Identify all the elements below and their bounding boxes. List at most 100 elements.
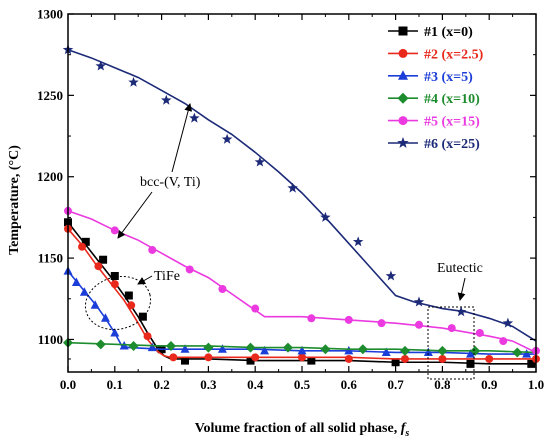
series-5-point-8	[377, 319, 386, 328]
series-3-point-3	[90, 300, 100, 309]
legend-marker-4	[397, 92, 409, 104]
series-4-point-2	[128, 340, 139, 351]
legend-label-5: #5 (x=15)	[424, 115, 480, 130]
series-1-point-3	[110, 271, 119, 280]
series-3-point-7	[147, 342, 157, 352]
x-tick-label-2: 0.2	[153, 377, 169, 392]
series-3-point-16	[522, 349, 532, 358]
series-3-point-14	[423, 347, 433, 356]
x-tick-label-10: 1.0	[528, 377, 544, 392]
series-2-point-7	[204, 353, 213, 362]
x-tick-label-9: 0.9	[481, 377, 498, 392]
series-4-point-4	[203, 342, 214, 353]
series-6-point-6	[254, 156, 266, 167]
series-4-point-12	[512, 347, 523, 358]
series-2-point-4	[127, 301, 136, 310]
series-4-line	[67, 341, 537, 354]
legend-label-4: #4 (x=10)	[424, 92, 480, 107]
series-6-point-4	[189, 112, 200, 123]
series-4-point-1	[95, 339, 106, 350]
series-6-point-12	[455, 306, 467, 317]
y-tick-label-3: 1250	[37, 88, 63, 103]
series-5-point-4	[218, 285, 227, 294]
series-5-point-2	[148, 245, 157, 254]
annotation-tife: TiFe	[154, 269, 180, 284]
series-3-line	[67, 270, 536, 355]
series-4-point-3	[165, 340, 176, 351]
series-2-point-8	[251, 353, 260, 362]
series-5-point-3	[185, 265, 194, 274]
eutectic-arrow	[457, 277, 466, 301]
series-1-point-11	[466, 359, 475, 368]
series-5-point-7	[344, 315, 353, 324]
series-3-point-13	[381, 347, 391, 356]
series-6	[62, 44, 537, 342]
y-axis-label: Temperature, (°C)	[7, 145, 22, 255]
series-1-point-10	[391, 358, 400, 367]
series-1-point-1	[81, 237, 90, 246]
series-6-point-8	[320, 211, 331, 222]
series-5-point-9	[415, 320, 423, 329]
eutectic-dotted-box	[427, 306, 475, 380]
legend-marker-6	[397, 137, 409, 148]
series-2-point-10	[344, 354, 353, 363]
series-3-point-10	[260, 345, 270, 355]
series-3-point-11	[297, 345, 307, 355]
legend-marker-3	[398, 70, 408, 80]
y-tick-label-2: 1200	[37, 169, 63, 184]
y-tick-label-0: 1100	[38, 332, 63, 347]
tife-arrow	[137, 275, 153, 285]
series-1-point-8	[246, 356, 255, 365]
series-6-point-1	[95, 60, 106, 71]
series-5-point-5	[251, 304, 260, 313]
series-6-point-2	[128, 76, 139, 87]
series-3-point-8	[180, 344, 190, 353]
legend-label-6: #6 (x=25)	[424, 137, 480, 152]
series-1-point-4	[124, 291, 133, 300]
series-5	[64, 206, 540, 355]
series-2-point-3	[110, 280, 119, 289]
series-1-point-9	[307, 356, 316, 365]
annotation-eutectic: Eutectic	[437, 261, 483, 276]
series-1-point-2	[99, 255, 108, 264]
series-4-point-7	[320, 344, 331, 355]
legend-marker-1	[398, 26, 408, 36]
series-5-point-1	[110, 226, 119, 235]
series-2	[64, 224, 540, 363]
series-2-line	[67, 228, 536, 360]
legend-marker-2	[398, 48, 408, 58]
y-tick-label-4: 1300	[37, 7, 63, 22]
series-3	[63, 266, 536, 358]
series-5-line	[67, 210, 537, 354]
series-2-point-12	[438, 354, 447, 363]
x-tick-label-0: 0.0	[60, 377, 76, 392]
x-tick-label-8: 0.8	[434, 377, 451, 392]
series-6-point-3	[161, 94, 172, 105]
series-2-point-1	[78, 242, 87, 251]
legend: #1 (x=0) #2 (x=2.5) #3 (x=5) #4 (x=10) #5 (x…	[388, 25, 484, 152]
series-4-point-5	[245, 342, 256, 353]
legend-label-2: #2 (x=2.5)	[424, 47, 484, 62]
x-tick-label-5: 0.5	[294, 377, 311, 392]
series-3-point-2	[79, 287, 89, 296]
series-2-point-5	[143, 332, 152, 341]
x-tick-label-6: 0.6	[341, 377, 358, 392]
series-3-point-15	[465, 349, 475, 358]
series-6-point-13	[502, 317, 514, 328]
legend-label-3: #3 (x=5)	[424, 70, 473, 85]
series-4-point-6	[282, 342, 293, 353]
series-5-point-10	[447, 324, 456, 333]
series-3-point-12	[344, 345, 354, 355]
series-1-point-7	[181, 356, 189, 365]
y-tick-label-1: 1150	[38, 251, 63, 266]
legend-marker-5	[398, 116, 408, 126]
annotation-bcc: bcc-(V, Ti)	[140, 175, 201, 190]
bcc-arrow-upper	[171, 103, 193, 173]
x-tick-label-7: 0.7	[387, 377, 404, 392]
x-tick-label-1: 0.1	[107, 377, 123, 392]
series-3-point-4	[100, 313, 110, 322]
annotations: bcc-(V, Ti) TiFe Eutectic	[84, 103, 483, 380]
series-4-point-11	[470, 345, 481, 356]
series-5-point-12	[499, 337, 508, 346]
